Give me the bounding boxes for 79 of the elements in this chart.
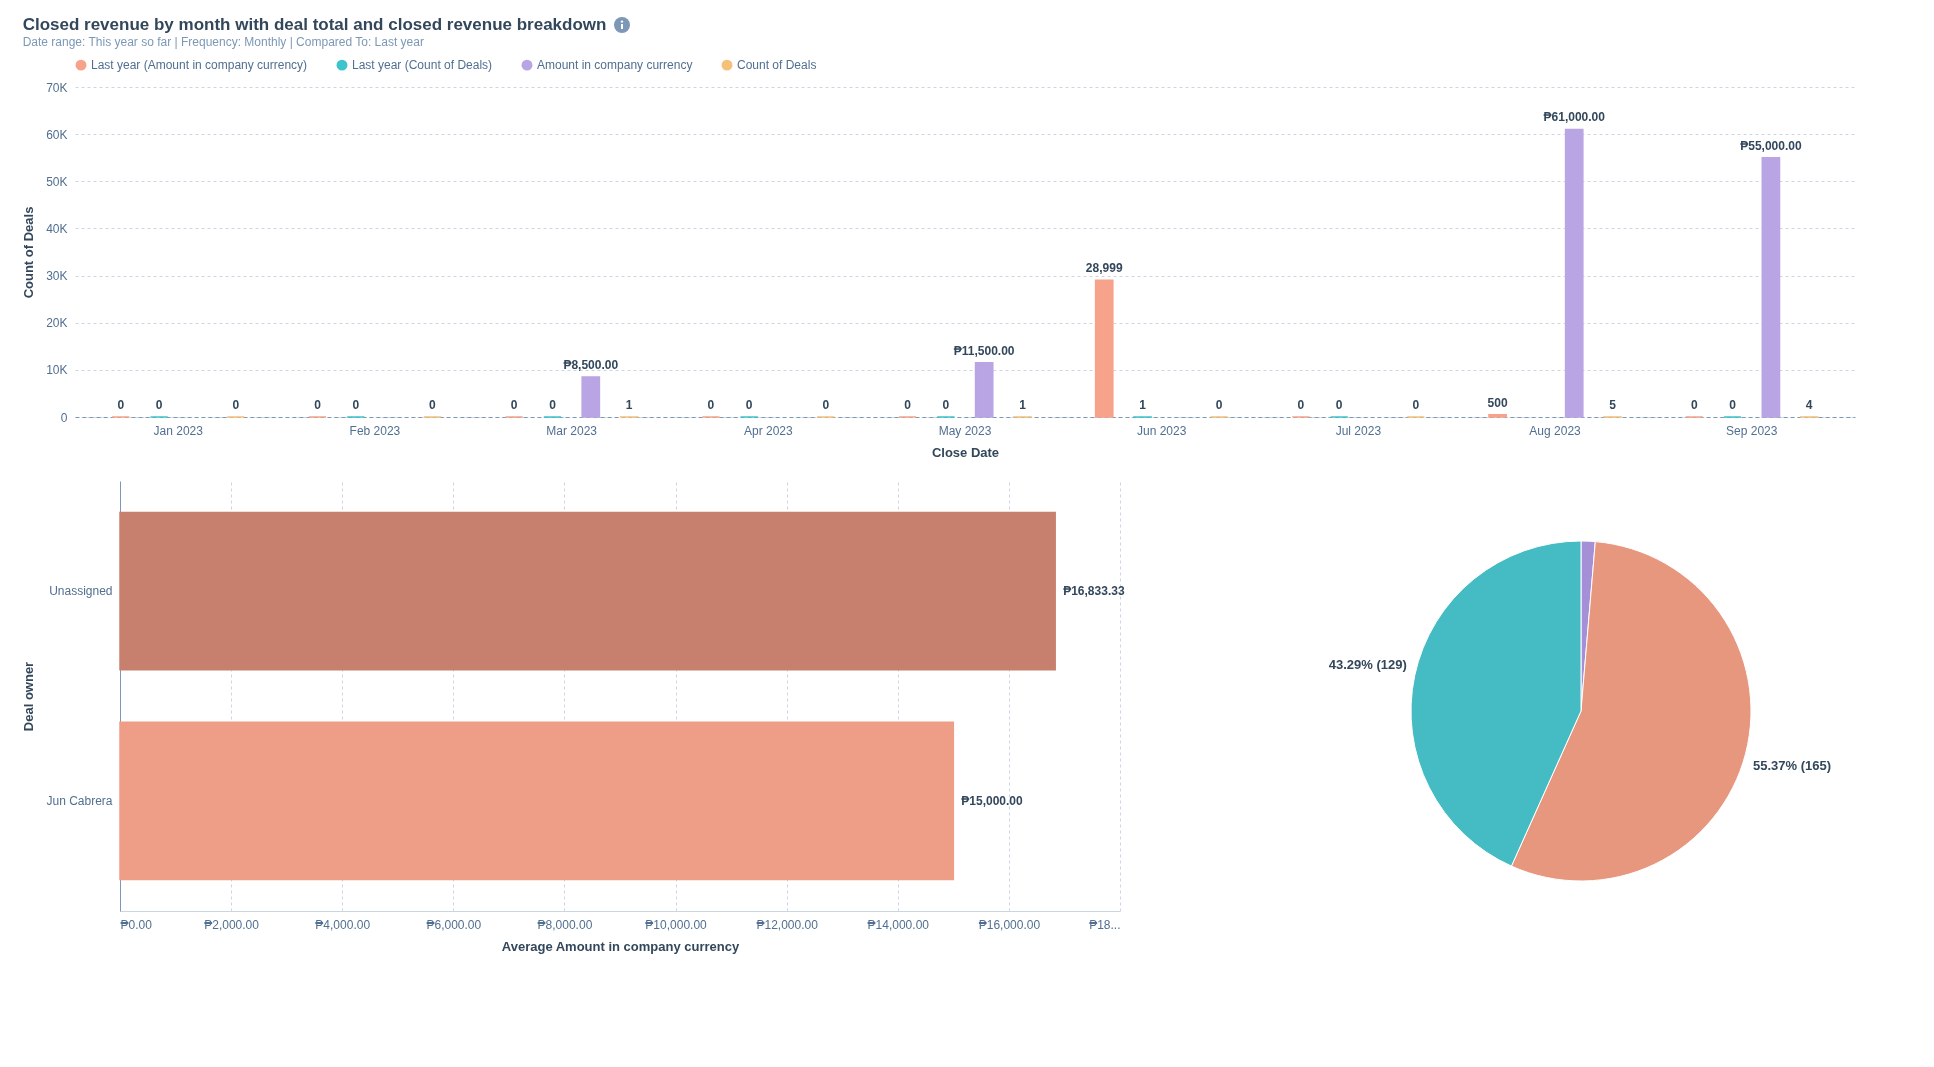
data-label: 0 [745, 398, 753, 412]
bar [1094, 279, 1114, 418]
bar [1564, 128, 1584, 418]
data-label: 0 [1412, 398, 1420, 412]
x-tick-label: ₱14,000.00 [867, 917, 930, 932]
data-label: 4 [1805, 397, 1813, 412]
legend-label: Count of Deals [737, 58, 817, 73]
x-tick-label: ₱12,000.00 [756, 917, 819, 932]
data-label: 0 [1335, 398, 1343, 412]
data-label: 500 [1487, 395, 1508, 410]
y-tick-label: 40K [46, 221, 68, 236]
x-tick-label: Jun 2023 [1136, 423, 1187, 438]
x-tick-label: ₱10,000.00 [645, 917, 708, 932]
y-tick-label: 10K [46, 363, 68, 378]
data-label: 28,999 [1085, 261, 1123, 276]
data-label: 0 [1215, 398, 1223, 412]
data-label: 0 [1297, 398, 1305, 412]
data-label: ₱11,500.00 [953, 343, 1015, 358]
y-tick-label: Unassigned [49, 584, 113, 599]
y-tick-label: Jun Cabrera [46, 793, 113, 808]
data-label: 5 [1609, 397, 1617, 412]
data-label: 1 [1019, 398, 1027, 412]
x-tick-label: Mar 2023 [546, 423, 598, 438]
data-label: 0 [155, 398, 163, 412]
data-label: 0 [904, 398, 912, 412]
data-label: 0 [429, 398, 437, 412]
y-tick-label: 0 [60, 410, 68, 425]
data-label: 0 [1690, 398, 1698, 412]
data-label: 1 [1139, 398, 1147, 412]
x-tick-label: ₱18... [1089, 917, 1121, 932]
data-label: 0 [117, 398, 125, 412]
x-tick-label: ₱16,000.00 [978, 917, 1041, 932]
x-tick-label: ₱2,000.00 [204, 917, 260, 932]
chart-subtitle: Date range: This year so far | Frequency: Monthly | Compared To: Last year [22, 35, 424, 49]
data-label: 0 [314, 398, 322, 412]
y-tick-label: 50K [46, 174, 68, 189]
x-axis-title: Average Amount in company currency [501, 938, 740, 954]
bar [581, 376, 601, 418]
y-tick-label: 60K [46, 127, 68, 142]
data-label: 0 [549, 398, 557, 412]
chart-title: Closed revenue by month with deal total and closed revenue breakdown [22, 15, 607, 34]
x-tick-label: May 2023 [938, 423, 992, 438]
x-tick-label: Jul 2023 [1335, 423, 1382, 438]
x-tick-label: Sep 2023 [1726, 423, 1778, 438]
data-label: ₱16,833.33 [1063, 584, 1125, 599]
x-tick-label: ₱4,000.00 [315, 917, 371, 932]
data-label: ₱55,000.00 [1740, 138, 1802, 153]
x-tick-label: Jan 2023 [153, 423, 204, 438]
data-label: ₱61,000.00 [1543, 110, 1606, 125]
data-label: 0 [1729, 398, 1737, 412]
data-label: 1 [625, 398, 633, 412]
x-tick-label: ₱6,000.00 [426, 917, 482, 932]
legend-label: Last year (Count of Deals) [352, 58, 493, 73]
x-tick-label: Feb 2023 [349, 423, 401, 438]
bar [1761, 156, 1781, 418]
x-axis-title: Close Date [931, 444, 1000, 460]
y-tick-label: 30K [46, 269, 68, 284]
data-label: 0 [510, 398, 518, 412]
data-label: 0 [352, 398, 360, 412]
data-label: 55.37% (165) [1753, 757, 1832, 773]
data-label: ₱15,000.00 [961, 793, 1024, 808]
x-tick-label: ₱8,000.00 [537, 917, 593, 932]
x-tick-label: ₱0.00 [120, 917, 153, 932]
data-label: 0 [822, 398, 830, 412]
x-tick-label: Aug 2023 [1529, 423, 1582, 438]
bar [974, 362, 994, 418]
y-axis-title: Deal owner [21, 661, 37, 732]
legend-label: Amount in company currency [537, 58, 693, 73]
data-label: 43.29% (129) [1328, 657, 1407, 673]
data-label: ₱8,500.00 [563, 357, 619, 372]
x-tick-label: Apr 2023 [743, 423, 793, 438]
bar [1488, 413, 1507, 418]
y-tick-label: 20K [46, 316, 68, 331]
legend-label: Last year (Amount in company currency) [91, 58, 308, 73]
y-tick-label: 70K [46, 80, 68, 95]
data-label: 0 [942, 398, 950, 412]
data-label: 0 [232, 398, 240, 412]
y-axis-title: Count of Deals [21, 206, 37, 299]
data-label: 0 [707, 398, 715, 412]
